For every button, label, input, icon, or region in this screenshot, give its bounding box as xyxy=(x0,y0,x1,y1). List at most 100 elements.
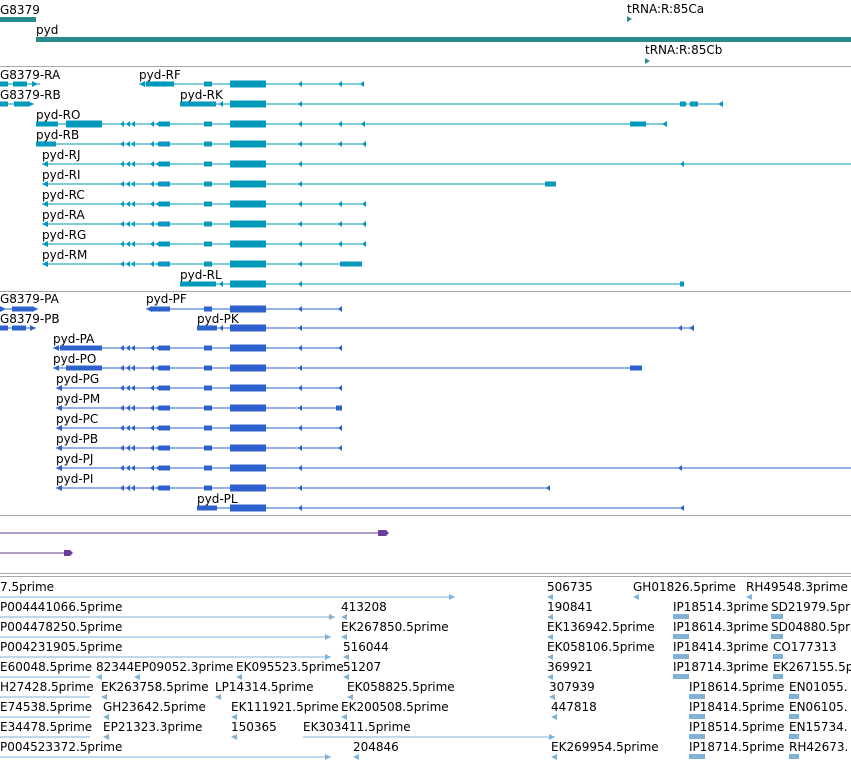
est-feature[interactable] xyxy=(689,694,705,699)
transcript-label: pyd-RK xyxy=(180,88,224,102)
gene-feature-trna-85ca[interactable] xyxy=(627,16,632,22)
est-label: EK267155.5p xyxy=(773,660,851,674)
est-feature[interactable] xyxy=(771,634,783,639)
est-feature[interactable] xyxy=(773,674,783,679)
est-feature[interactable] xyxy=(547,594,553,600)
est-label: EK200508.5prime xyxy=(341,700,449,714)
protein-pyd-pf[interactable] xyxy=(146,305,342,313)
est-feature[interactable] xyxy=(231,714,237,720)
transcript-pyd-rj[interactable] xyxy=(42,160,851,168)
gene-feature-g8379[interactable] xyxy=(0,17,36,22)
transcript-g8379-rb[interactable] xyxy=(0,101,34,107)
gene-feature-pyd[interactable] xyxy=(36,37,851,42)
transcript-g8379-ra[interactable] xyxy=(0,81,40,87)
est-feature[interactable] xyxy=(789,754,799,759)
est-feature[interactable] xyxy=(0,594,455,600)
est-label: RH49548.3prime xyxy=(746,580,848,594)
gene-label-g8379: G8379 xyxy=(0,3,40,17)
est-feature[interactable] xyxy=(103,714,109,720)
est-feature[interactable] xyxy=(343,674,349,680)
est-feature[interactable] xyxy=(231,734,237,740)
est-feature[interactable] xyxy=(673,674,689,679)
transcript-pyd-rl[interactable] xyxy=(180,280,684,288)
gene-feature-trna-85cb[interactable] xyxy=(645,58,650,64)
transcript-pyd-ri[interactable] xyxy=(42,180,556,188)
est-feature[interactable] xyxy=(303,734,555,740)
protein-label: pyd-PF xyxy=(146,292,187,306)
est-feature[interactable] xyxy=(633,594,639,600)
est-feature[interactable] xyxy=(103,734,109,740)
est-feature[interactable] xyxy=(236,674,242,680)
protein-pyd-pl[interactable] xyxy=(197,504,684,512)
est-feature[interactable] xyxy=(96,674,102,680)
protein-pyd-pg[interactable] xyxy=(56,384,342,392)
est-feature[interactable] xyxy=(551,754,557,760)
est-feature[interactable] xyxy=(0,634,331,640)
est-feature[interactable] xyxy=(673,634,689,639)
est-label: EK095523.5prime xyxy=(236,660,344,674)
transcript-pyd-ro[interactable] xyxy=(36,120,667,128)
est-feature[interactable] xyxy=(549,694,555,700)
protein-pyd-pm[interactable] xyxy=(56,404,342,412)
est-label: IP18614.3prime xyxy=(673,620,768,634)
est-feature[interactable] xyxy=(341,714,347,720)
est-feature[interactable] xyxy=(343,654,349,660)
est-feature[interactable] xyxy=(0,754,331,760)
est-feature[interactable] xyxy=(341,614,347,620)
est-feature[interactable] xyxy=(551,714,557,720)
protein-label: G8379-PA xyxy=(0,292,60,306)
protein-pyd-pb[interactable] xyxy=(56,444,342,452)
est-feature[interactable] xyxy=(347,694,353,700)
protein-label: pyd-PB xyxy=(56,432,98,446)
est-feature[interactable] xyxy=(547,654,553,660)
ncrna-feature[interactable] xyxy=(0,530,389,536)
transcript-pyd-ra[interactable] xyxy=(42,220,366,228)
est-feature[interactable] xyxy=(0,654,331,660)
transcript-pyd-rb[interactable] xyxy=(36,140,366,148)
est-label: 82344 xyxy=(96,660,134,674)
protein-pyd-pc[interactable] xyxy=(56,424,342,432)
est-feature[interactable] xyxy=(771,614,783,619)
transcript-pyd-rk[interactable] xyxy=(180,100,723,108)
est-label: EN06105. xyxy=(789,700,848,714)
est-feature[interactable] xyxy=(673,654,689,659)
transcript-pyd-rc[interactable] xyxy=(42,200,366,208)
gene-label-trna-85cb: tRNA:R:85Cb xyxy=(645,43,722,57)
protein-g8379-pb[interactable] xyxy=(0,325,36,331)
est-feature[interactable] xyxy=(689,714,705,719)
protein-label: pyd-PO xyxy=(53,352,96,366)
transcript-pyd-rm[interactable] xyxy=(42,260,362,268)
est-feature[interactable] xyxy=(689,734,705,739)
est-feature[interactable] xyxy=(341,634,347,640)
transcript-pyd-rf[interactable] xyxy=(139,80,364,88)
ncrna-track xyxy=(0,530,389,556)
est-feature[interactable] xyxy=(689,754,705,759)
est-feature[interactable] xyxy=(547,674,553,680)
est-feature[interactable] xyxy=(0,614,335,620)
ncrna-feature[interactable] xyxy=(0,550,73,556)
est-feature[interactable] xyxy=(101,694,107,700)
est-feature[interactable] xyxy=(215,694,221,700)
protein-pyd-pa[interactable] xyxy=(53,344,342,352)
est-feature[interactable] xyxy=(789,714,799,719)
transcript-pyd-rg[interactable] xyxy=(42,240,366,248)
protein-pyd-pi[interactable] xyxy=(56,484,550,492)
est-label: 516044 xyxy=(343,640,389,654)
est-feature[interactable] xyxy=(547,614,553,620)
est-feature[interactable] xyxy=(789,694,799,699)
est-label: EN15734. xyxy=(789,720,848,734)
est-label: CO177313 xyxy=(773,640,837,654)
protein-pyd-po[interactable] xyxy=(53,364,642,372)
protein-pyd-pj[interactable] xyxy=(56,464,851,472)
est-feature[interactable] xyxy=(547,634,553,640)
est-feature[interactable] xyxy=(746,594,752,600)
est-feature[interactable] xyxy=(134,674,140,680)
est-feature[interactable] xyxy=(673,614,689,619)
protein-pyd-pk[interactable] xyxy=(197,324,694,332)
transcript-label: pyd-RB xyxy=(36,128,79,142)
est-feature[interactable] xyxy=(773,654,783,659)
est-feature[interactable] xyxy=(789,734,799,739)
est-label: EK267850.5prime xyxy=(341,620,449,634)
est-feature[interactable] xyxy=(353,754,359,760)
protein-g8379-pa[interactable] xyxy=(0,306,38,312)
